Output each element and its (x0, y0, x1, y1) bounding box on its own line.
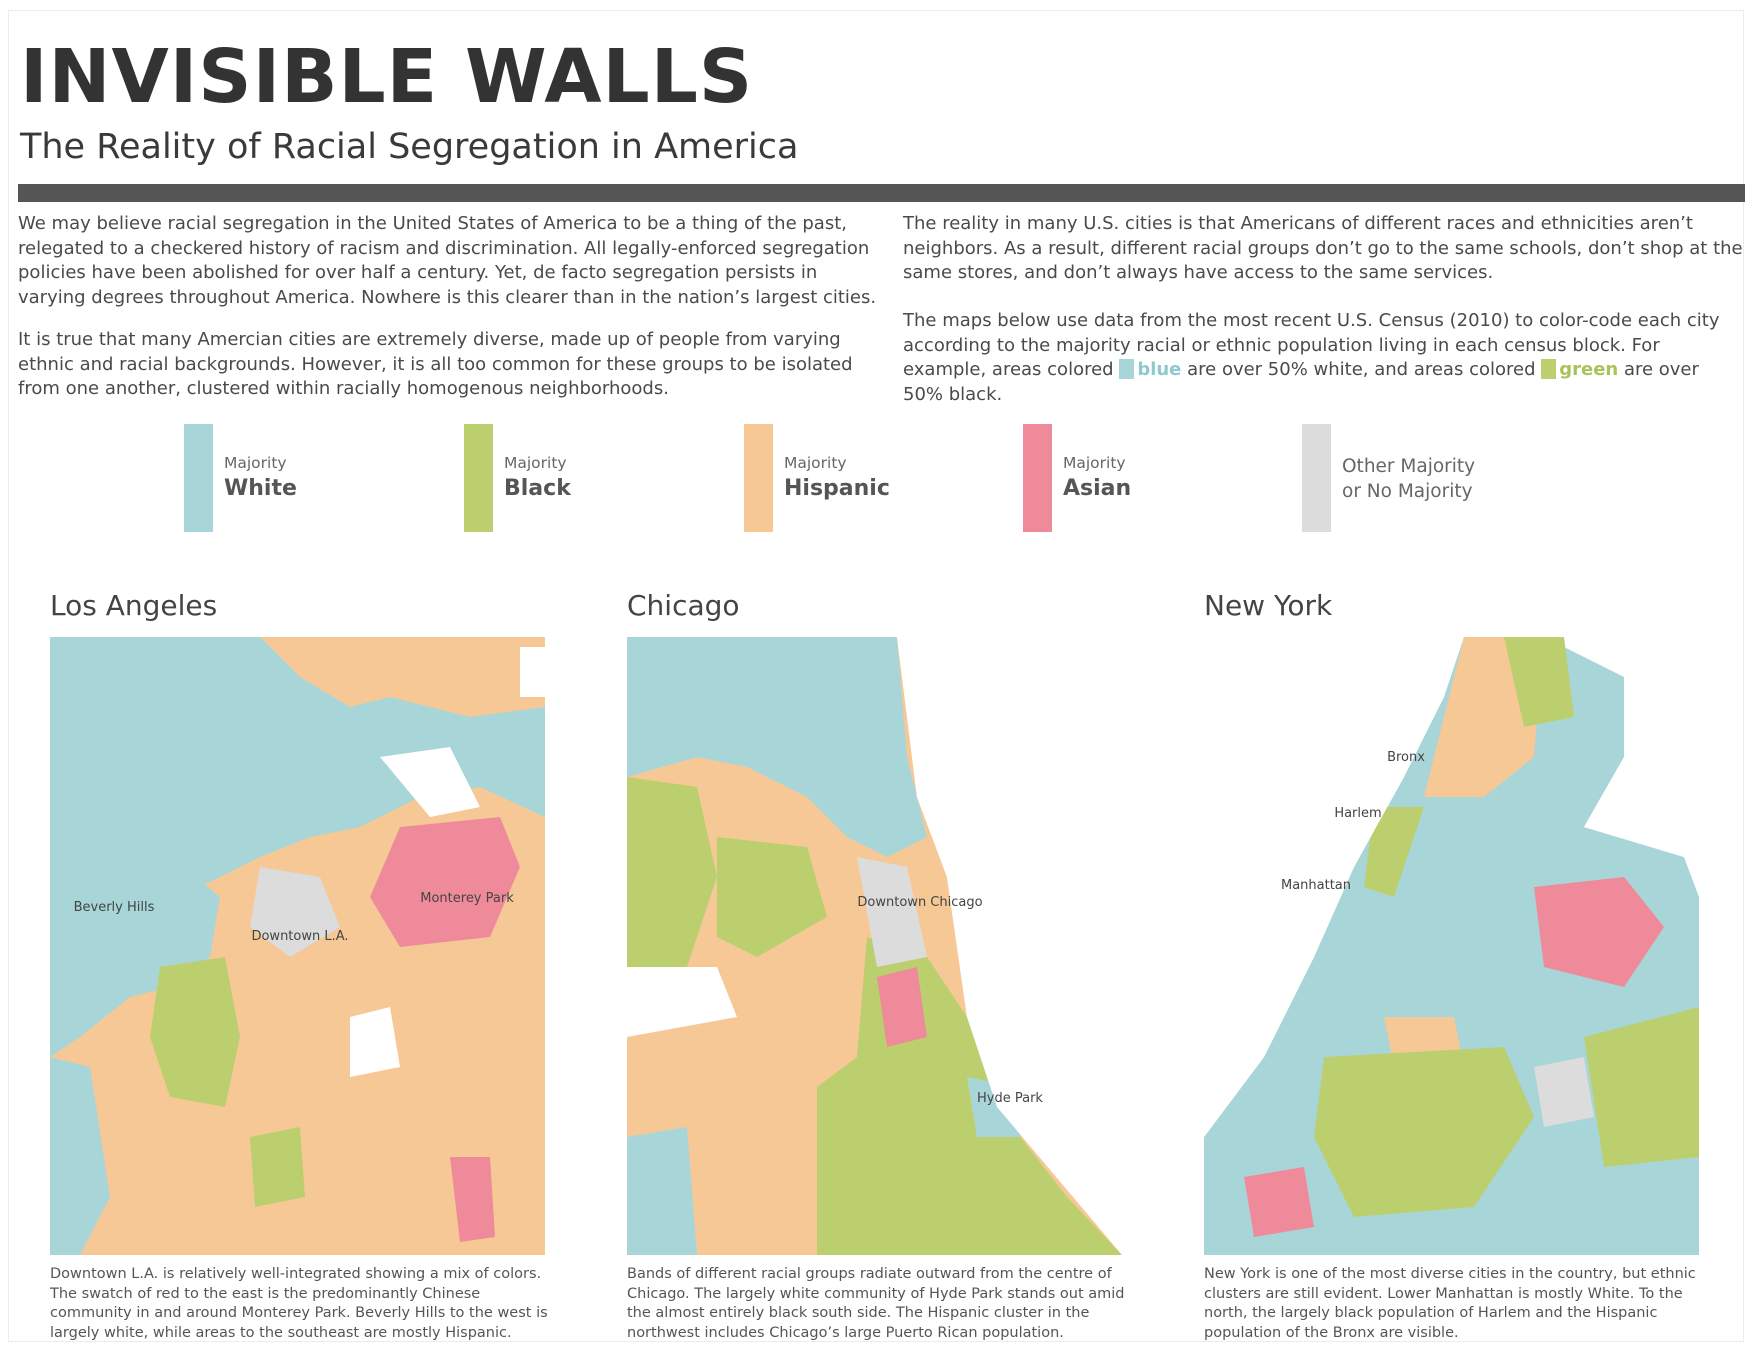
la-region-downtown-mixed (250, 867, 340, 957)
legend-swatch-black (464, 424, 493, 532)
legend-label-small: Majority (504, 454, 567, 472)
ny-label-manhattan: Manhattan (1281, 878, 1351, 893)
legend-label-white: White (224, 476, 297, 501)
legend-other-line1: Other Majority (1342, 456, 1476, 477)
chi-label-hyde-park: Hyde Park (977, 1091, 1043, 1106)
legend-swatch-white (184, 424, 213, 532)
la-region-edge-gap (520, 647, 545, 697)
city-title-new-york: New York (1204, 589, 1333, 622)
dashboard-frame (8, 10, 1744, 1342)
ny-hudson-gap (1204, 637, 1444, 1137)
map-chicago[interactable]: Downtown Chicago Hyde Park (627, 637, 1127, 1255)
la-region-beverly-white (50, 847, 220, 1057)
ny-region-north-bronx-black (1504, 637, 1574, 727)
la-label-beverly-hills: Beverly Hills (74, 900, 155, 915)
chi-region-downtown-mixed (857, 857, 927, 967)
green-keyword: green (1559, 359, 1619, 380)
intro-p4-text-c: are over 50% black. (903, 359, 1699, 405)
legend-swatch-asian (1023, 424, 1052, 532)
ny-region-harlem-black (1364, 807, 1424, 897)
map-los-angeles[interactable]: Beverly Hills Downtown L.A. Monterey Par… (50, 637, 550, 1255)
la-region-north-hispanic (330, 637, 430, 687)
la-region-monterey-asian (370, 817, 520, 947)
ny-region-brooklyn-black (1314, 1047, 1534, 1217)
legend-label-small: Majority (224, 454, 287, 472)
ny-label-bronx: Bronx (1387, 750, 1425, 765)
ny-label-harlem: Harlem (1334, 806, 1381, 821)
chi-region-westside-black (717, 837, 827, 957)
ny-region-southeast-queens-black (1584, 1007, 1699, 1167)
intro-paragraph-2: It is true that many Amercian cities are… (18, 329, 853, 399)
la-label-downtown: Downtown L.A. (251, 929, 348, 944)
page-subtitle: The Reality of Racial Segregation in Ame… (20, 127, 799, 167)
legend-label-black: Black (504, 476, 571, 501)
la-region-south-black (150, 957, 240, 1107)
la-region-west-white (50, 1057, 110, 1255)
chi-label-downtown: Downtown Chicago (857, 895, 982, 910)
legend-swatch-hispanic (744, 424, 773, 532)
intro-paragraph-4: The maps below use data from the most re… (903, 309, 1743, 407)
legend-other-line2: or No Majority (1342, 481, 1473, 502)
ny-region-mixed-gray (1534, 1057, 1594, 1127)
intro-p4-text-a: The maps below use data from the most re… (903, 310, 1720, 380)
city-title-los-angeles: Los Angeles (50, 589, 218, 622)
chi-region-airport-gap (627, 967, 737, 1037)
title-divider-bar (18, 184, 1745, 202)
chi-region-west-black (627, 777, 717, 967)
intro-paragraph-3: The reality in many U.S. cities is that … (903, 213, 1743, 283)
la-region-park-gap (350, 1007, 400, 1077)
caption-new-york: New York is one of the most diverse citi… (1204, 1266, 1696, 1341)
ny-sound-gap (1584, 677, 1704, 857)
green-swatch (1541, 359, 1557, 379)
caption-los-angeles: Downtown L.A. is relatively well-integra… (50, 1266, 548, 1341)
chi-lake-michigan (897, 637, 1127, 1255)
chi-region-north-white (627, 637, 927, 857)
legend-label-other: Other Majority or No Majority (1342, 454, 1475, 504)
caption-chicago: Bands of different racial groups radiate… (627, 1266, 1125, 1341)
intro-paragraph-1: We may believe racial segregation in the… (18, 213, 877, 308)
ny-region-staten-asian (1244, 1167, 1314, 1237)
legend-label-asian: Asian (1063, 476, 1132, 501)
legend-label-small: Majority (1063, 454, 1126, 472)
la-region-south-black-2 (250, 1127, 305, 1207)
la-region-hills-gap (380, 747, 480, 817)
map-new-york[interactable]: Bronx Harlem Manhattan (1204, 637, 1704, 1255)
chi-region-chinatown-asian (877, 967, 927, 1047)
page-title: INVISIBLE WALLS (20, 34, 754, 120)
city-title-chicago: Chicago (627, 589, 740, 622)
ny-region-flushing-asian (1534, 877, 1664, 987)
blue-swatch (1119, 359, 1135, 379)
intro-p4-text-b: are over 50% white, and areas colored (1181, 359, 1542, 380)
legend-label-small: Majority (784, 454, 847, 472)
la-region-southeast-asian (450, 1157, 495, 1242)
la-label-monterey-park: Monterey Park (420, 891, 514, 906)
legend-label-hispanic: Hispanic (784, 476, 890, 501)
chi-region-southwest-white (627, 1127, 697, 1255)
legend-swatch-other (1302, 424, 1331, 532)
blue-keyword: blue (1137, 359, 1182, 380)
